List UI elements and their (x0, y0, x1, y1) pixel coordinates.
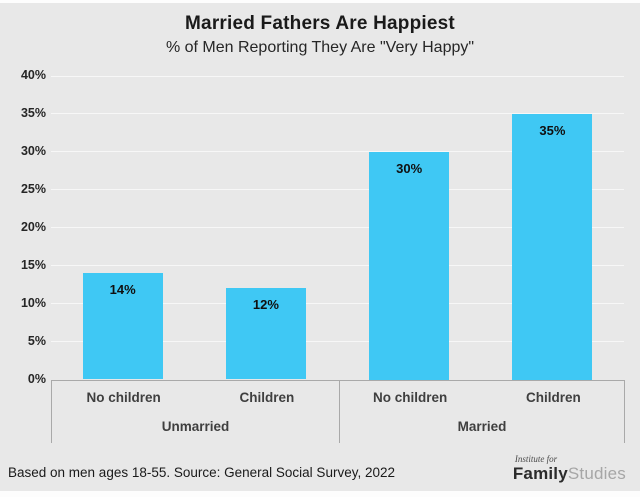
gridline-40 (51, 75, 624, 77)
ifs-logo: Institute for FamilyStudies (513, 454, 626, 484)
gridline-30 (51, 151, 624, 153)
y-axis-label-15: 15% (20, 257, 46, 272)
bar-value-label: 12% (252, 297, 279, 313)
y-axis-label-35: 35% (20, 105, 46, 120)
gridline-20 (51, 227, 624, 229)
category-label-1: Children (239, 390, 295, 405)
bar-value-label: 30% (396, 160, 423, 176)
group-label-married: Married (457, 419, 507, 434)
logo-institute-for: Institute for (514, 454, 558, 464)
source-note: Based on men ages 18-55. Source: General… (8, 465, 395, 480)
logo-studies-text: Studies (567, 464, 626, 483)
y-axis-label-5: 5% (27, 333, 46, 348)
chart-title: Married Fathers Are Happiest (185, 13, 455, 34)
bar-unmarried-children (225, 288, 306, 380)
footer: Based on men ages 18-55. Source: General… (0, 452, 640, 491)
y-axis-label-25: 25% (20, 181, 46, 196)
chart-subtitle: % of Men Reporting They Are "Very Happy" (165, 39, 475, 56)
gridline-15 (51, 265, 624, 267)
logo-family-text: Family (512, 464, 568, 483)
category-label-2: No children (372, 390, 448, 405)
category-label-0: No children (86, 390, 161, 405)
gridline-5 (51, 341, 624, 343)
top-border-strip (0, 0, 640, 3)
y-axis-label-20: 20% (20, 219, 46, 234)
y-axis-label-40: 40% (20, 68, 46, 82)
bar-unmarried-no-children (82, 273, 163, 380)
bar-married-no-children (369, 151, 450, 380)
gridline-10 (51, 303, 624, 305)
bottom-border-strip (0, 491, 640, 497)
axis-group-divider (339, 381, 340, 443)
gridline-35 (51, 113, 624, 115)
group-label-unmarried: Unmarried (161, 419, 230, 434)
y-axis-label-0: 0% (27, 371, 46, 386)
category-label-3: Children (525, 390, 581, 405)
category-axis: No children Children No children Children Un… (51, 380, 625, 443)
y-axis-label-30: 30% (20, 143, 46, 158)
bar-value-label: 35% (539, 122, 566, 138)
y-axis-label-10: 10% (20, 295, 46, 310)
gridline-25 (51, 189, 624, 191)
bar-value-label: 14% (109, 282, 136, 298)
bar-married-children (512, 113, 593, 380)
logo-wordmark: FamilyStudies (513, 464, 626, 483)
